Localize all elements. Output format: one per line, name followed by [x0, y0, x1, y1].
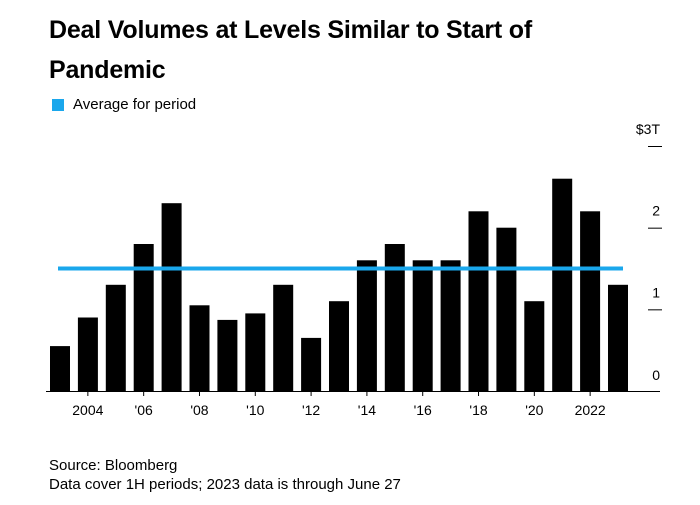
x-tick-label-2020: '20 [525, 402, 543, 418]
bar-2021 [552, 178, 573, 391]
source-note: Source: Bloomberg [49, 457, 178, 474]
legend-swatch-average [52, 98, 64, 111]
bar-2006 [133, 244, 154, 391]
bar-2003 [50, 346, 70, 391]
chart-title: Deal Volumes at Levels Similar to Start … [49, 16, 532, 84]
bar-2019 [496, 227, 517, 391]
x-tick-label-2004: 2004 [72, 402, 103, 418]
bar-2009 [217, 319, 238, 391]
bar-2007 [161, 203, 182, 391]
bar-2013 [329, 301, 349, 391]
legend: Average for period [52, 96, 196, 113]
bar-2008 [189, 305, 210, 392]
chart-footer: Source: Bloomberg Data cover 1H periods;… [49, 456, 401, 494]
x-tick-label-2010: '10 [246, 402, 264, 418]
legend-label-average: Average for period [73, 96, 197, 113]
bar-chart: 0 1 2 $3T 2004 '06 '08 '10 '12 '14 '16 '18 '20 2022 [46, 121, 662, 418]
bar-2022 [580, 211, 601, 391]
y-tick-label-0: 0 [652, 367, 660, 383]
bar-2023 [608, 284, 628, 391]
data-note: Data cover 1H periods; 2023 data is thro… [49, 476, 401, 493]
bar-2020 [524, 301, 545, 391]
bar-2012 [301, 337, 322, 391]
bar-2004 [77, 317, 98, 391]
y-tick-label-2: 2 [652, 203, 660, 219]
x-tick-label-2014: '14 [358, 402, 376, 418]
bar-2011 [273, 284, 294, 391]
x-tick-label-2018: '18 [469, 402, 487, 418]
x-tick-label-2008: '08 [190, 402, 208, 418]
bar-2015 [384, 244, 405, 391]
bar-2016 [412, 260, 433, 391]
bar-2017 [440, 260, 461, 391]
y-tick-label-3: $3T [636, 121, 661, 137]
bar-2018 [468, 211, 489, 391]
x-tick-label-2012: '12 [302, 402, 320, 418]
y-tick-label-1: 1 [652, 284, 660, 300]
bar-2010 [245, 313, 266, 391]
bar-2005 [105, 284, 126, 391]
bar-2014 [356, 260, 377, 391]
x-tick-label-2022: 2022 [575, 402, 606, 418]
x-tick-label-2016: '16 [414, 402, 432, 418]
x-tick-label-2006: '06 [135, 402, 153, 418]
